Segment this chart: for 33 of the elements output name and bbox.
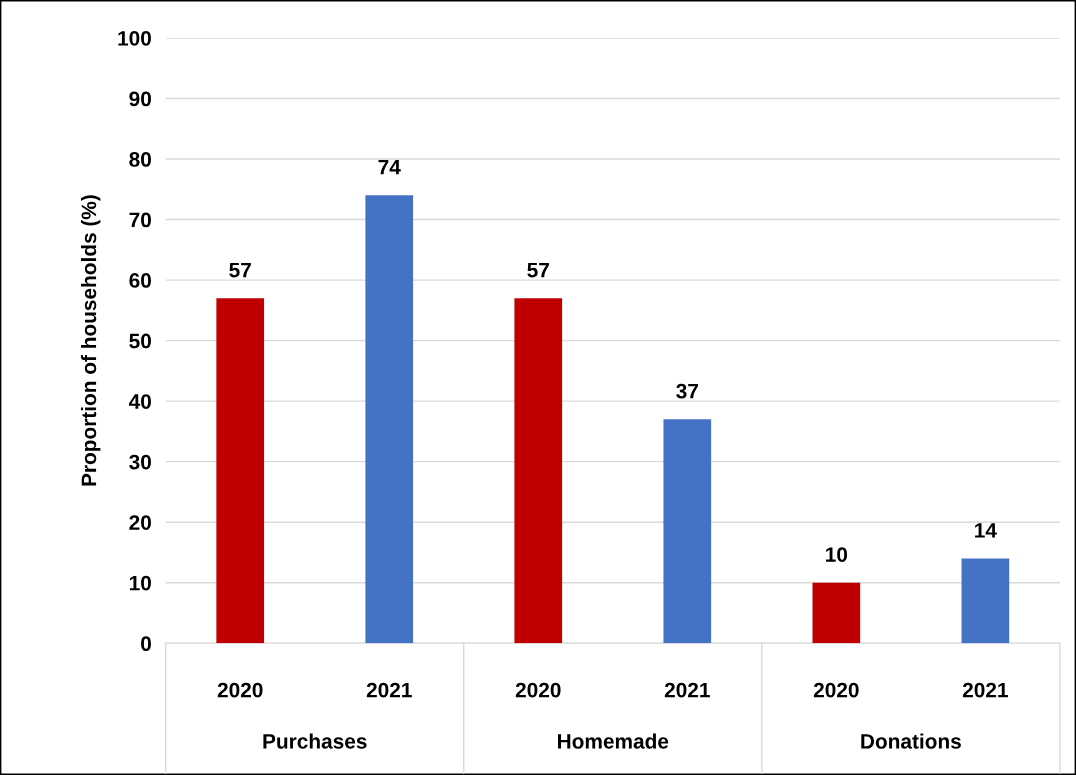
y-tick-label: 20 [129,515,151,530]
data-label: 57 [229,262,251,278]
x-tick-label: 2021 [962,682,1008,698]
data-label: 37 [676,383,698,399]
data-label: 57 [527,262,549,278]
data-label: 14 [975,523,997,538]
bar [961,558,1010,644]
y-axis-title: Proportion of households (%) [80,195,101,486]
y-tick-label: 60 [129,273,151,288]
y-tick-label: 100 [118,30,151,46]
data-label: 10 [826,547,848,562]
x-tick-label: 2021 [664,682,710,698]
y-tick-label: 90 [129,91,151,107]
y-tick-label: 80 [129,152,151,167]
text: Purchases [263,733,367,749]
bar [216,298,265,644]
y-tick-label: 40 [128,394,151,409]
y-tick-label: 70 [129,212,151,228]
y-tick-label: 10 [129,575,151,591]
text: Homemade [558,733,669,749]
y-tick-label: 0 [141,636,151,651]
data-label: 74 [378,160,401,175]
x-tick-label: 2020 [813,682,859,698]
x-tick-label: 2021 [366,682,412,698]
bar [514,298,563,644]
y-tick-label: 50 [129,333,151,349]
bar [812,582,861,644]
bar [365,195,414,644]
text: Donations [861,733,961,749]
bar [663,419,712,644]
x-tick-label: 2020 [217,682,263,698]
x-tick-label: 2020 [515,682,561,698]
y-tick-label: 30 [129,454,151,470]
